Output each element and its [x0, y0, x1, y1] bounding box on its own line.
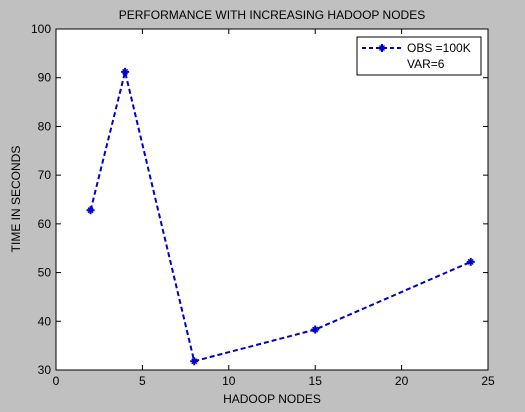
legend: OBS =100K VAR=6: [356, 36, 482, 76]
x-tick-label: 15: [309, 374, 323, 388]
y-tick-label: 50: [38, 266, 52, 280]
plot-area: [55, 28, 489, 371]
y-tick-label: 30: [38, 363, 52, 377]
data-point-marker: [86, 206, 95, 215]
x-tick-label: 10: [222, 374, 236, 388]
x-axis-ticks: 0 5 10 15 20 25: [53, 29, 495, 388]
series-layer: [86, 67, 475, 366]
y-tick-label: 90: [38, 71, 52, 85]
legend-marker: [378, 44, 386, 52]
data-point-marker: [311, 325, 320, 334]
x-tick-label: 25: [481, 374, 495, 388]
y-tick-label: 60: [38, 217, 52, 231]
chart-title: PERFORMANCE WITH INCREASING HADOOP NODES: [119, 8, 425, 22]
y-axis-ticks: 30 40 50 60 70 80 90 100: [31, 22, 488, 377]
legend-box: [356, 36, 482, 76]
y-tick-label: 80: [38, 119, 52, 133]
legend-entry-label-line2: VAR=6: [407, 57, 445, 71]
x-tick-label: 0: [53, 374, 60, 388]
legend-entry-label: OBS =100K: [407, 41, 471, 55]
x-tick-label: 5: [139, 374, 146, 388]
data-point-marker: [466, 257, 475, 266]
y-axis-title: TIME IN SECONDS: [9, 146, 23, 253]
data-point-marker: [378, 44, 386, 52]
x-tick-label: 20: [395, 374, 409, 388]
y-tick-label: 70: [38, 168, 52, 182]
data-point-marker: [121, 67, 130, 76]
data-point-marker: [190, 357, 199, 366]
y-tick-label: 40: [38, 314, 52, 328]
y-tick-label: 100: [31, 22, 51, 36]
x-axis-title: HADOOP NODES: [223, 392, 321, 406]
